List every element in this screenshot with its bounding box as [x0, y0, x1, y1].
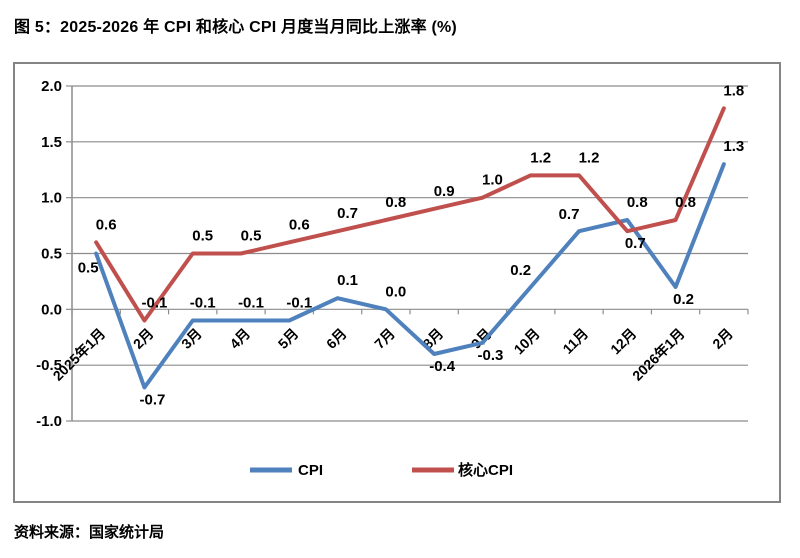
x-axis-label: 2026年1月 — [629, 325, 688, 384]
x-axis-label: 7月 — [371, 325, 398, 352]
chart-title: 图 5：2025-2026 年 CPI 和核心 CPI 月度当月同比上涨率 (%… — [14, 19, 457, 36]
legend-label: CPI — [298, 462, 323, 479]
y-axis-label: 1.5 — [41, 134, 62, 151]
x-axis-label: 2月 — [709, 325, 736, 352]
data-label: 0.5 — [78, 260, 99, 277]
data-label: -0.1 — [238, 295, 264, 312]
data-label: 0.5 — [241, 228, 262, 245]
data-label: 1.8 — [723, 82, 744, 99]
data-label: -0.1 — [141, 295, 167, 312]
data-label: 0.5 — [192, 228, 213, 245]
x-axis-label: 12月 — [607, 325, 639, 357]
data-label: 1.0 — [482, 172, 503, 189]
x-axis-label: 2月 — [130, 325, 157, 352]
x-axis-label: 6月 — [323, 325, 350, 352]
data-label: 0.6 — [289, 216, 310, 233]
data-label: 0.2 — [510, 262, 531, 279]
data-label: -0.7 — [139, 392, 165, 409]
data-label: -0.1 — [286, 295, 312, 312]
y-axis-label: 2.0 — [41, 78, 62, 95]
x-axis-label: 11月 — [559, 325, 591, 357]
data-label: -0.1 — [190, 295, 216, 312]
x-axis-label: 2025年1月 — [50, 325, 109, 384]
data-label: 0.7 — [559, 206, 580, 223]
chart-frame: 2.0 1.5 1.0 0.5 0.0 -0.5 -1.0 2025年1月 2月 3月 4月 5月 6月… — [13, 62, 781, 503]
y-axis-label: 1.0 — [41, 190, 62, 207]
data-label: 0.7 — [625, 235, 646, 252]
data-label: 0.0 — [385, 283, 406, 300]
data-label: 0.1 — [337, 272, 358, 289]
data-label: 1.2 — [579, 149, 600, 166]
data-label: 1.2 — [530, 149, 551, 166]
x-axis-label: 8月 — [420, 325, 447, 352]
data-label: 0.8 — [675, 194, 696, 211]
y-axis-label: 0.0 — [41, 301, 62, 318]
data-label: 0.6 — [96, 216, 117, 233]
data-label: 0.8 — [627, 194, 648, 211]
y-axis-label: -1.0 — [36, 413, 62, 430]
data-label: 0.2 — [673, 291, 694, 308]
legend-label: 核心CPI — [458, 461, 513, 479]
data-label: 0.9 — [434, 183, 455, 200]
x-axis-label: 10月 — [511, 325, 543, 357]
data-label: 1.3 — [723, 138, 744, 155]
data-label: 0.7 — [337, 205, 358, 222]
data-label: -0.4 — [429, 358, 456, 375]
y-axis-label: 0.5 — [41, 246, 62, 263]
x-axis-label: 4月 — [226, 325, 253, 352]
x-axis-label: 5月 — [275, 325, 302, 352]
source-note: 资料来源：国家统计局 — [14, 524, 165, 541]
y-axis-label: -0.5 — [36, 357, 62, 374]
data-label: 0.8 — [385, 194, 406, 211]
data-label: -0.3 — [477, 347, 503, 364]
core-cpi-line — [94, 106, 726, 323]
